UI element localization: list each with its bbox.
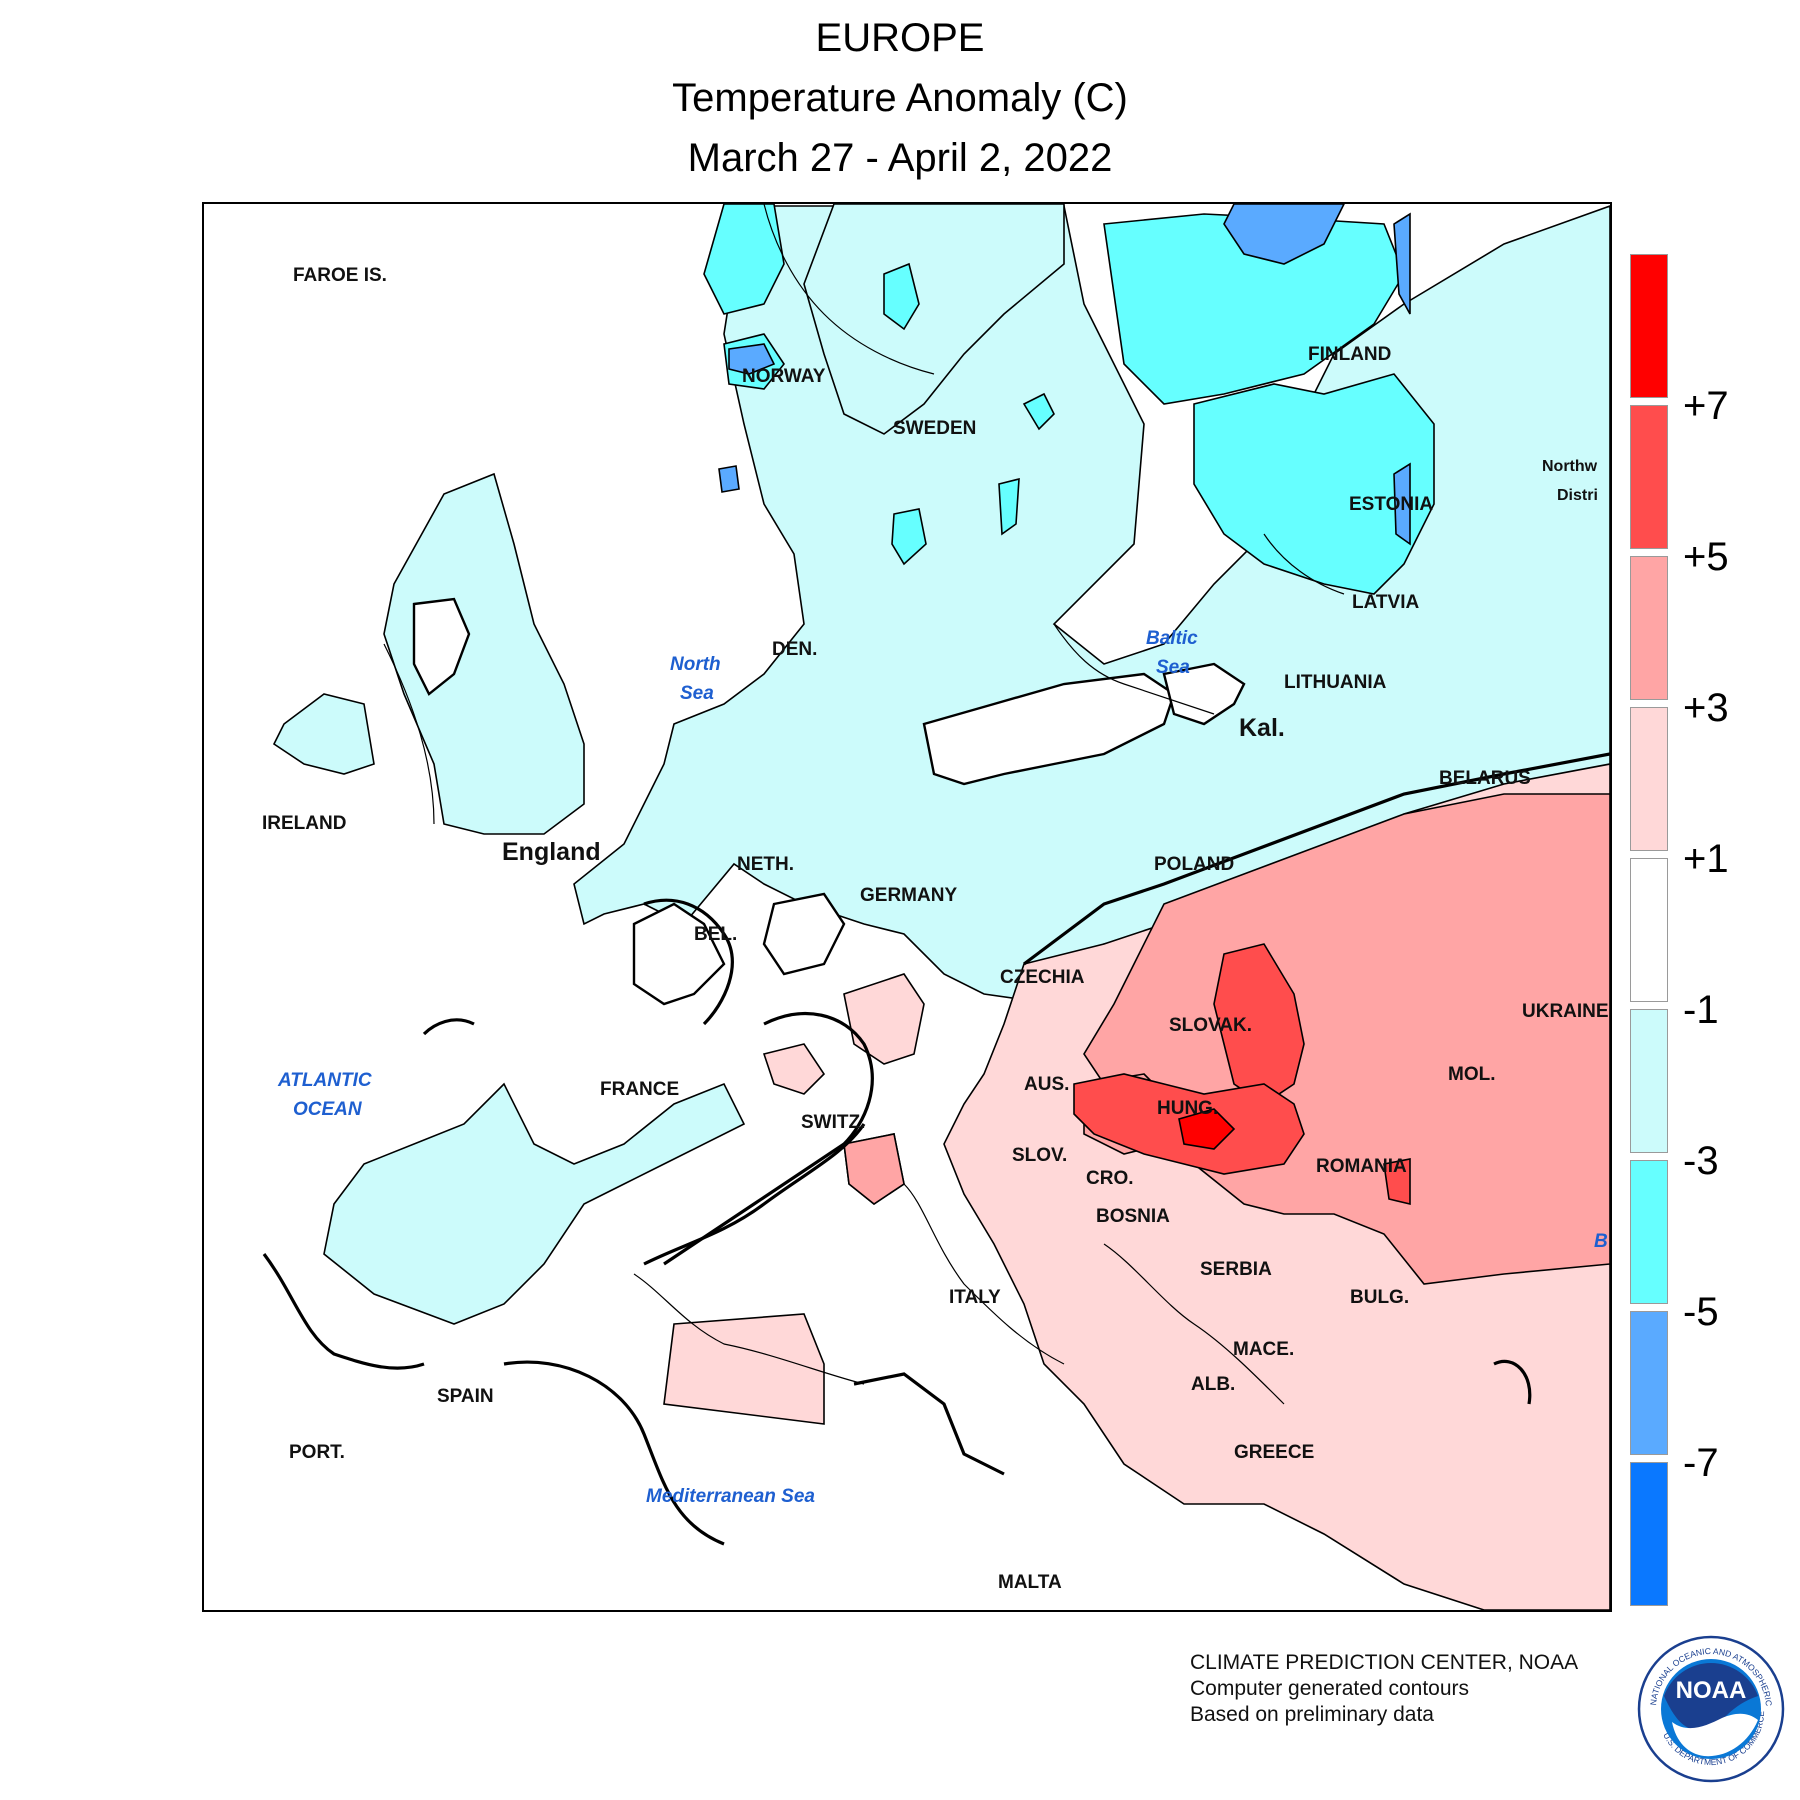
label-malta: MALTA [998,1572,1062,1593]
label-germany: GERMANY [860,885,957,906]
legend-tick: -5 [1683,1290,1719,1334]
legend-bin-3 [1630,556,1668,700]
zero-contours [262,752,1610,1546]
legend-bin-9 [1630,1462,1668,1606]
noaa-wordmark: NOAA [1676,1677,1747,1704]
label-croatia: CRO. [1086,1168,1134,1189]
label-netherlands: NETH. [737,854,794,875]
label-kaliningrad: Kal. [1239,714,1285,742]
noaa-logo: NATIONAL OCEANIC AND ATMOSPHERIC ADMINIS… [1636,1634,1785,1783]
legend-bin-5 [1630,858,1668,1002]
label-mediterranean: Mediterranean Sea [646,1486,815,1507]
legend-tick: +3 [1683,686,1729,730]
legend-bin-1 [1630,254,1668,398]
label-slovenia: SLOV. [1012,1145,1067,1166]
label-czechia: CZECHIA [1000,967,1085,988]
label-baltic-2: Sea [1156,657,1190,678]
label-north-sea-2: Sea [680,683,714,704]
legend-bin-6 [1630,1009,1668,1153]
label-baltic-1: Baltic [1146,628,1198,649]
anomaly-map: FAROE IS. NORWAY SWEDEN FINLAND ESTONIA … [262,204,1610,1610]
sea-labels: North Sea Baltic Sea ATLANTIC OCEAN Medi… [277,628,1608,1507]
label-switzerland: SWITZ. [801,1112,865,1133]
label-sweden: SWEDEN [893,418,976,439]
country-labels: FAROE IS. NORWAY SWEDEN FINLAND ESTONIA … [262,265,1609,1593]
label-black-sea-fragment: B [1594,1231,1608,1252]
label-northwest-1: Northw [1542,458,1598,475]
anomaly-fill-warm-max [1178,1108,1236,1150]
label-belarus: BELARUS [1439,768,1531,789]
label-northwest-2: Distri [1557,487,1598,504]
label-finland: FINLAND [1308,344,1391,365]
anomaly-fill-neutral [412,597,1246,1006]
coastlines [383,204,1345,1405]
label-belgium: BEL. [694,924,737,945]
legend-tick: +5 [1683,535,1729,579]
map-date-range: March 27 - April 2, 2022 [687,136,1113,180]
credit-line-2: Computer generated contours [1190,1677,1469,1700]
credit-line-3: Based on preliminary data [1190,1703,1434,1726]
label-latvia: LATVIA [1352,592,1419,613]
label-atlantic-2: OCEAN [293,1099,363,1120]
legend-tick: +1 [1683,837,1729,881]
label-serbia: SERBIA [1200,1259,1272,1280]
legend-bin-7 [1630,1160,1668,1304]
legend-tick: -7 [1683,1441,1719,1485]
legend-tick: -3 [1683,1139,1719,1183]
anomaly-fill-cold-extreme [718,204,1411,546]
legend-bin-2 [1630,405,1668,549]
label-france: FRANCE [600,1079,679,1100]
label-lithuania: LITHUANIA [1284,672,1387,693]
legend-tick: -1 [1683,988,1719,1032]
label-romania: ROMANIA [1316,1156,1407,1177]
map-title: EUROPE [815,16,985,60]
label-greece: GREECE [1234,1442,1314,1463]
map-subtitle: Temperature Anomaly (C) [672,76,1128,120]
label-england: England [502,838,601,866]
label-bulgaria: BULG. [1350,1287,1409,1308]
label-ukraine: UKRAINE [1522,1001,1609,1022]
label-italy: ITALY [949,1287,1001,1308]
legend-bin-4 [1630,707,1668,851]
label-ireland: IRELAND [262,813,346,834]
label-faroe: FAROE IS. [293,265,387,286]
anomaly-fill-cold-strong [703,204,1435,595]
label-bosnia: BOSNIA [1096,1206,1170,1227]
label-estonia: ESTONIA [1349,494,1433,515]
label-north-sea-1: North [670,654,721,675]
map-panel: FAROE IS. NORWAY SWEDEN FINLAND ESTONIA … [202,202,1612,1612]
label-poland: POLAND [1154,854,1234,875]
label-moldova: MOL. [1448,1064,1496,1085]
label-slovakia: SLOVAK. [1169,1015,1252,1036]
label-denmark: DEN. [772,639,817,660]
label-atlantic-1: ATLANTIC [277,1070,372,1091]
label-austria: AUS. [1024,1074,1069,1095]
label-norway: NORWAY [742,366,826,387]
label-portugal: PORT. [289,1442,345,1463]
legend-tick: +7 [1683,384,1729,428]
legend-bin-8 [1630,1311,1668,1455]
label-albania: ALB. [1191,1374,1235,1395]
credit-line-1: CLIMATE PREDICTION CENTER, NOAA [1190,1651,1579,1674]
label-macedonia: MACE. [1233,1339,1294,1360]
label-spain: SPAIN [437,1386,494,1407]
label-hungary: HUNG. [1157,1098,1218,1119]
